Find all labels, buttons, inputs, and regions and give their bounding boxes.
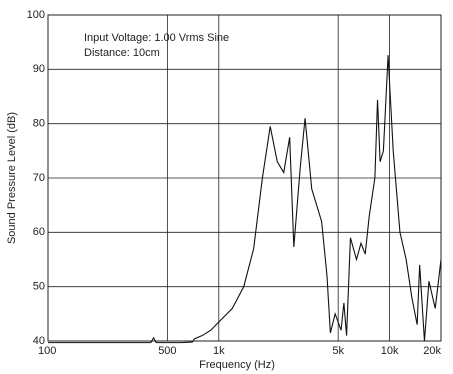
x-tick-label: 10k: [381, 345, 399, 357]
y-tick-label: 40: [33, 335, 45, 347]
x-tick-label: 500: [158, 345, 176, 357]
y-tick-label: 90: [33, 63, 45, 75]
x-tick-label: 1k: [213, 345, 225, 357]
y-tick-label: 100: [27, 9, 45, 21]
y-tick-label: 60: [33, 226, 45, 238]
x-tick-label: 100: [38, 345, 56, 357]
annotation: Distance: 10cm: [84, 47, 160, 59]
plot-frame: [47, 14, 442, 342]
y-tick-label: 80: [33, 118, 45, 130]
annotation: Input Voltage: 1.00 Vrms Sine: [84, 32, 229, 44]
y-axis-label: Sound Pressure Level (dB): [6, 112, 18, 244]
x-axis-label: Frequency (Hz): [199, 359, 275, 371]
x-tick-label: 20k: [423, 345, 441, 357]
series-line: [48, 55, 442, 344]
y-tick-label: 50: [33, 281, 45, 293]
y-tick-label: 70: [33, 172, 45, 184]
x-tick-label: 5k: [332, 345, 344, 357]
